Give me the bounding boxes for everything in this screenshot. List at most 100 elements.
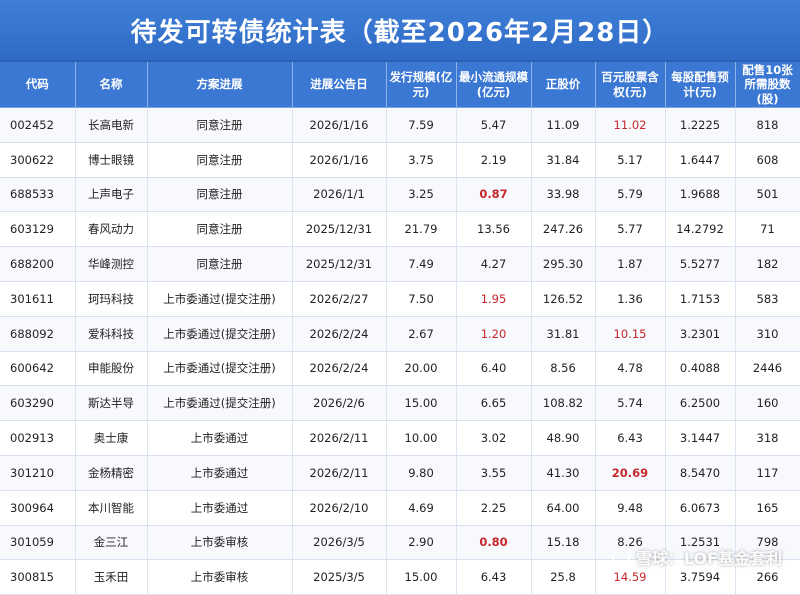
cell-name: 博士眼镜 bbox=[75, 142, 148, 178]
cell-progress: 同意注册 bbox=[147, 107, 293, 143]
cell-code: 300815 bbox=[0, 559, 76, 595]
cell-per-share: 1.6447 bbox=[665, 142, 736, 178]
cell-name: 申能股份 bbox=[75, 351, 148, 387]
cell-price: 295.30 bbox=[531, 246, 596, 282]
cell-code: 300964 bbox=[0, 490, 76, 526]
cell-per100: 11.02 bbox=[595, 107, 666, 143]
cell-date: 2026/2/11 bbox=[292, 420, 387, 456]
cell-scale: 4.69 bbox=[386, 490, 457, 526]
cell-progress: 上市委通过(提交注册) bbox=[147, 281, 293, 317]
cell-per-share: 5.5277 bbox=[665, 246, 736, 282]
cell-price: 108.82 bbox=[531, 385, 596, 422]
cell-min-float: 6.43 bbox=[456, 559, 532, 595]
cell-shares: 117 bbox=[735, 455, 800, 491]
header-scale: 发行规模(亿元) bbox=[386, 62, 457, 108]
cell-per-share: 8.5470 bbox=[665, 455, 736, 491]
table-row: 600642 申能股份 上市委通过(提交注册) 2026/2/24 20.00 6.40 8… bbox=[0, 351, 800, 387]
cell-per-share: 1.2225 bbox=[665, 107, 736, 143]
cell-scale: 15.00 bbox=[386, 385, 457, 422]
cell-code: 301210 bbox=[0, 455, 76, 491]
cell-min-float: 6.65 bbox=[456, 385, 532, 422]
cell-min-float: 0.87 bbox=[456, 177, 532, 213]
header-per-share: 每股配售预计(元) bbox=[665, 62, 736, 108]
cell-shares: 182 bbox=[735, 246, 800, 282]
cell-per-share: 3.1447 bbox=[665, 420, 736, 456]
cell-shares: 160 bbox=[735, 385, 800, 422]
cell-per100: 4.78 bbox=[595, 351, 666, 387]
cell-shares: 798 bbox=[735, 525, 800, 561]
cell-per-share: 1.2531 bbox=[665, 525, 736, 561]
cell-progress: 上市委通过 bbox=[147, 420, 293, 456]
cell-progress: 上市委通过 bbox=[147, 490, 293, 526]
cell-price: 11.09 bbox=[531, 107, 596, 143]
cell-min-float: 6.40 bbox=[456, 351, 532, 387]
table-row: 300622 博士眼镜 同意注册 2026/1/16 3.75 2.19 31.84 5.17… bbox=[0, 142, 800, 178]
cell-price: 8.56 bbox=[531, 351, 596, 387]
cell-code: 603290 bbox=[0, 385, 76, 422]
cell-scale: 21.79 bbox=[386, 211, 457, 248]
cell-name: 上声电子 bbox=[75, 177, 148, 213]
cell-progress: 上市委通过(提交注册) bbox=[147, 385, 293, 422]
cell-code: 688533 bbox=[0, 177, 76, 213]
cell-per100: 20.69 bbox=[595, 455, 666, 491]
cell-per-share: 1.7153 bbox=[665, 281, 736, 317]
cell-name: 金三江 bbox=[75, 525, 148, 561]
cell-code: 300622 bbox=[0, 142, 76, 178]
table-header-row: 代码 名称 方案进展 进展公告日 发行规模(亿元) 最小流通规模(亿元) 正股价… bbox=[0, 62, 800, 108]
cell-price: 64.00 bbox=[531, 490, 596, 526]
cell-per100: 5.74 bbox=[595, 385, 666, 422]
cell-shares: 608 bbox=[735, 142, 800, 178]
cell-code: 688200 bbox=[0, 246, 76, 282]
cell-date: 2025/12/31 bbox=[292, 211, 387, 248]
watermark: 雪球：LOF基金套利 bbox=[611, 545, 782, 569]
cell-code: 301059 bbox=[0, 525, 76, 561]
header-shares: 配售10张所需股数(股) bbox=[735, 62, 800, 108]
cell-price: 48.90 bbox=[531, 420, 596, 456]
table-row: 002452 长高电新 同意注册 2026/1/16 7.59 5.47 11.09 11.0… bbox=[0, 107, 800, 143]
table-row: 603290 斯达半导 上市委通过(提交注册) 2026/2/6 15.00 6.65 10… bbox=[0, 385, 800, 422]
table-row: 301611 珂玛科技 上市委通过(提交注册) 2026/2/27 7.50 1.95 12… bbox=[0, 281, 800, 317]
cell-price: 41.30 bbox=[531, 455, 596, 491]
cell-code: 600642 bbox=[0, 351, 76, 387]
snowball-logo-icon bbox=[611, 548, 630, 566]
cell-date: 2026/2/6 bbox=[292, 385, 387, 422]
cell-name: 奥士康 bbox=[75, 420, 148, 456]
cell-name: 春风动力 bbox=[75, 211, 148, 248]
cell-date: 2025/12/31 bbox=[292, 246, 387, 282]
cell-progress: 上市委审核 bbox=[147, 525, 293, 561]
cell-name: 本川智能 bbox=[75, 490, 148, 526]
table-row: 301210 金杨精密 上市委通过 2026/2/11 9.80 3.55 41.30 20.… bbox=[0, 455, 800, 491]
table-row: 300964 本川智能 上市委通过 2026/2/10 4.69 2.25 64.00 9.4… bbox=[0, 490, 800, 526]
cell-shares: 165 bbox=[735, 490, 800, 526]
cell-price: 31.81 bbox=[531, 316, 596, 352]
cell-min-float: 1.95 bbox=[456, 281, 532, 317]
cell-price: 247.26 bbox=[531, 211, 596, 248]
cell-per100: 8.26 bbox=[595, 525, 666, 561]
table-row: 688200 华峰测控 同意注册 2025/12/31 7.49 4.27 295.30 1.… bbox=[0, 246, 800, 282]
cell-name: 金杨精密 bbox=[75, 455, 148, 491]
watermark-text: 雪球：LOF基金套利 bbox=[635, 549, 782, 568]
cell-scale: 7.59 bbox=[386, 107, 457, 143]
cell-price: 33.98 bbox=[531, 177, 596, 213]
cell-price: 25.8 bbox=[531, 559, 596, 595]
cell-scale: 3.25 bbox=[386, 177, 457, 213]
cell-min-float: 2.25 bbox=[456, 490, 532, 526]
cell-per-share: 3.2301 bbox=[665, 316, 736, 352]
cell-scale: 3.75 bbox=[386, 142, 457, 178]
header-min-float: 最小流通规模(亿元) bbox=[456, 62, 532, 108]
cell-per100: 1.36 bbox=[595, 281, 666, 317]
cell-per100: 5.79 bbox=[595, 177, 666, 213]
cell-per-share: 1.9688 bbox=[665, 177, 736, 213]
cell-date: 2026/1/16 bbox=[292, 142, 387, 178]
cell-progress: 同意注册 bbox=[147, 211, 293, 248]
cell-scale: 2.67 bbox=[386, 316, 457, 352]
table-row: 002913 奥士康 上市委通过 2026/2/11 10.00 3.02 48.90 6.4… bbox=[0, 420, 800, 456]
cell-scale: 2.90 bbox=[386, 525, 457, 561]
cell-name: 珂玛科技 bbox=[75, 281, 148, 317]
cell-scale: 9.80 bbox=[386, 455, 457, 491]
cell-min-float: 13.56 bbox=[456, 211, 532, 248]
convertible-bond-table: 代码 名称 方案进展 进展公告日 发行规模(亿元) 最小流通规模(亿元) 正股价… bbox=[0, 62, 800, 595]
cell-min-float: 3.55 bbox=[456, 455, 532, 491]
cell-date: 2026/3/5 bbox=[292, 525, 387, 561]
table-body: 002452 长高电新 同意注册 2026/1/16 7.59 5.47 11.09 11.0… bbox=[0, 107, 800, 595]
